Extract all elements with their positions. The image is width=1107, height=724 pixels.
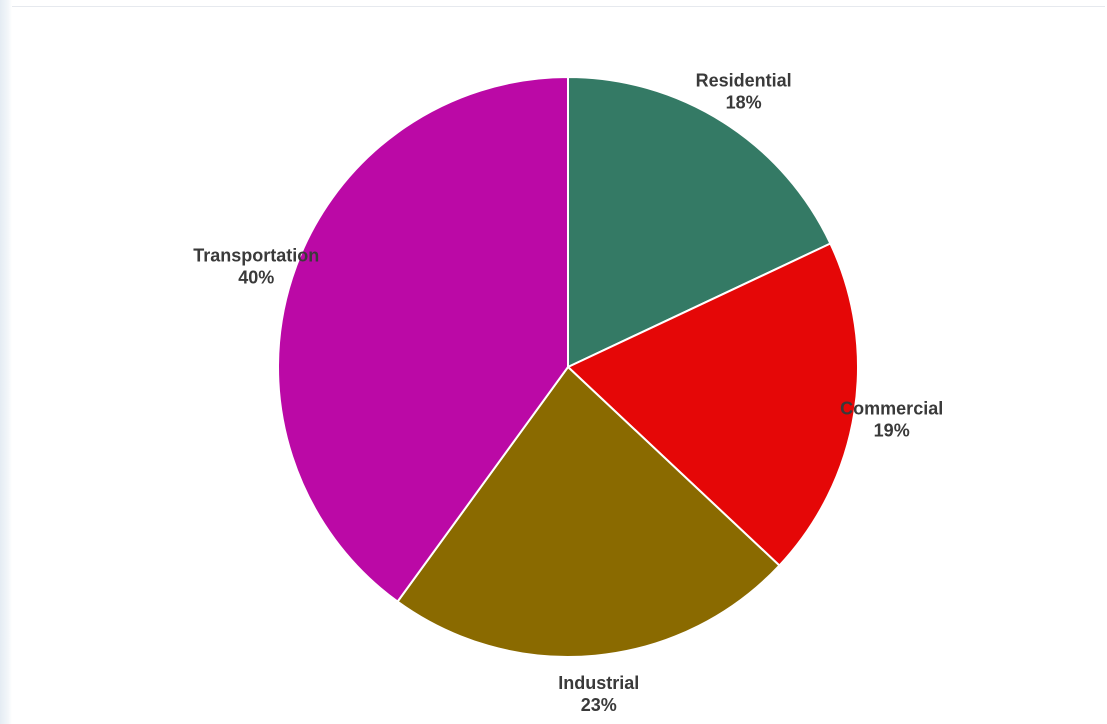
slice-category-label: Residential	[696, 70, 792, 90]
slice-category-label: Transportation	[193, 246, 319, 266]
pie-slice-industrial	[396, 365, 781, 658]
slice-percent-label: 23%	[581, 695, 617, 715]
slice-category-label: Industrial	[558, 673, 639, 693]
slice-percent-label: 18%	[726, 92, 762, 112]
chart-area	[12, 6, 1105, 722]
slice-label-transportation: Transportation 40%	[193, 246, 319, 288]
slice-label-industrial: Industrial 23%	[558, 673, 639, 715]
pie-slice-transportation	[277, 75, 569, 604]
window-left-edge	[0, 0, 12, 724]
pie-slice-residential	[567, 75, 832, 369]
pie-slices	[277, 75, 859, 658]
slice-category-label: Commercial	[840, 398, 943, 418]
pie-labels: Residential 18% Commercial 19% Industrial 23%…	[193, 70, 943, 715]
slice-label-commercial: Commercial 19%	[840, 398, 943, 440]
slice-label-residential: Residential 18%	[696, 70, 792, 112]
slice-percent-label: 19%	[874, 420, 910, 440]
slice-percent-label: 40%	[238, 268, 274, 288]
pie-slice-commercial	[566, 242, 859, 567]
